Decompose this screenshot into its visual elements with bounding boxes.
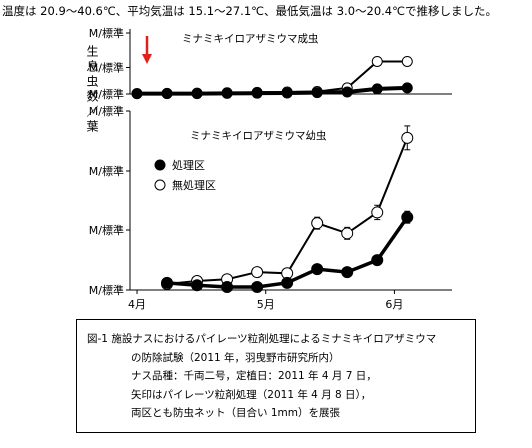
adult-line-treated (137, 85, 408, 96)
header-text: 温度は 20.9～40.6℃、平均気温は 15.1～27.1℃、最低気温は 3.… (2, 4, 498, 18)
larva-point-untreated (341, 227, 354, 240)
larva-y-tick-label: M/標準 (89, 104, 124, 118)
larva-point-treated (341, 266, 354, 279)
larva-point-untreated (401, 131, 414, 144)
adult-point-treated (401, 82, 413, 94)
adult-point-treated (341, 86, 353, 98)
adult-point-treated (221, 87, 233, 99)
caption-title-text1: 施設ナスにおけるパイレーツ粒剤処理によるミナミキイロアザミウマ (111, 333, 437, 345)
adult-point-treated (131, 88, 143, 100)
larva-y-tick-label: M/標準 (89, 164, 124, 178)
adult-y-tick-label: M/標準 (89, 61, 124, 75)
larva-point-untreated (371, 206, 384, 219)
larva-x-tick-label: 4月 (128, 298, 146, 311)
larva-point-treated (251, 281, 264, 294)
larva-x-tick-label: 5月 (257, 298, 275, 311)
larva-point-treated (371, 254, 384, 267)
adult-point-untreated (401, 55, 413, 67)
caption-note-3: 両区とも防虫ネット（目合い 1mm）を展張 (131, 407, 340, 419)
legend-label-treated: 処理区 (172, 159, 205, 172)
larva-point-untreated (251, 266, 264, 279)
legend-marker-treated (154, 159, 166, 171)
adult-point-treated (251, 87, 263, 99)
caption-note-1: ナス品種：千両二号，定植日：2011 年 4 月 7 日， (131, 370, 377, 382)
larva-panel: M/標準 M/標準 M/標準 M/標準 4月 5月 6月 ミナミキイロアザミウマ幼虫処理区無処… (89, 104, 452, 311)
larva-point-treated (281, 276, 294, 289)
larva-chart-title: ミナミキイロアザミウマ幼虫 (190, 129, 327, 142)
adult-point-treated (281, 87, 293, 99)
larva-point-treated (311, 263, 324, 276)
larva-y-tick-label: M/標準 (89, 283, 124, 297)
legend-marker-untreated (154, 179, 166, 191)
adult-y-tick-label: M/標準 (89, 26, 124, 40)
larva-point-treated (401, 211, 414, 224)
legend-label-untreated: 無処理区 (172, 178, 216, 192)
caption-title-line1: 図-1 施設ナスにおけるパイレーツ粒剤処理によるミナミキイロアザミウマ (87, 330, 465, 349)
caption-note-2: 矢印はパイレーツ粒剤処理（2011 年 4 月 8 日）， (131, 388, 372, 401)
larva-point-treated (221, 281, 234, 294)
treatment-arrow-head (142, 54, 152, 64)
caption-fig-label: 図-1 (87, 333, 108, 345)
adult-chart-title: ミナミキイロアザミウマ成虫 (182, 33, 319, 45)
y-axis-label: 生息虫数／葉 (85, 45, 99, 135)
larva-point-untreated (311, 217, 324, 230)
adult-point-treated (191, 88, 203, 100)
adult-y-tick-label: M/標準 (89, 87, 124, 101)
adult-point-treated (311, 87, 323, 99)
larva-x-tick-label: 6月 (385, 298, 403, 311)
adult-point-untreated (371, 55, 383, 67)
larva-point-treated (191, 279, 204, 292)
larva-y-tick-label: M/標準 (89, 223, 124, 237)
caption-title-line2: の防除試験（2011 年，羽曳野市研究所内） (131, 351, 340, 364)
figure-caption: 図-1 施設ナスにおけるパイレーツ粒剤処理によるミナミキイロアザミウマ の防除試… (76, 319, 476, 433)
adult-point-treated (371, 83, 383, 95)
larva-point-treated (161, 276, 174, 289)
adult-point-treated (161, 88, 173, 100)
